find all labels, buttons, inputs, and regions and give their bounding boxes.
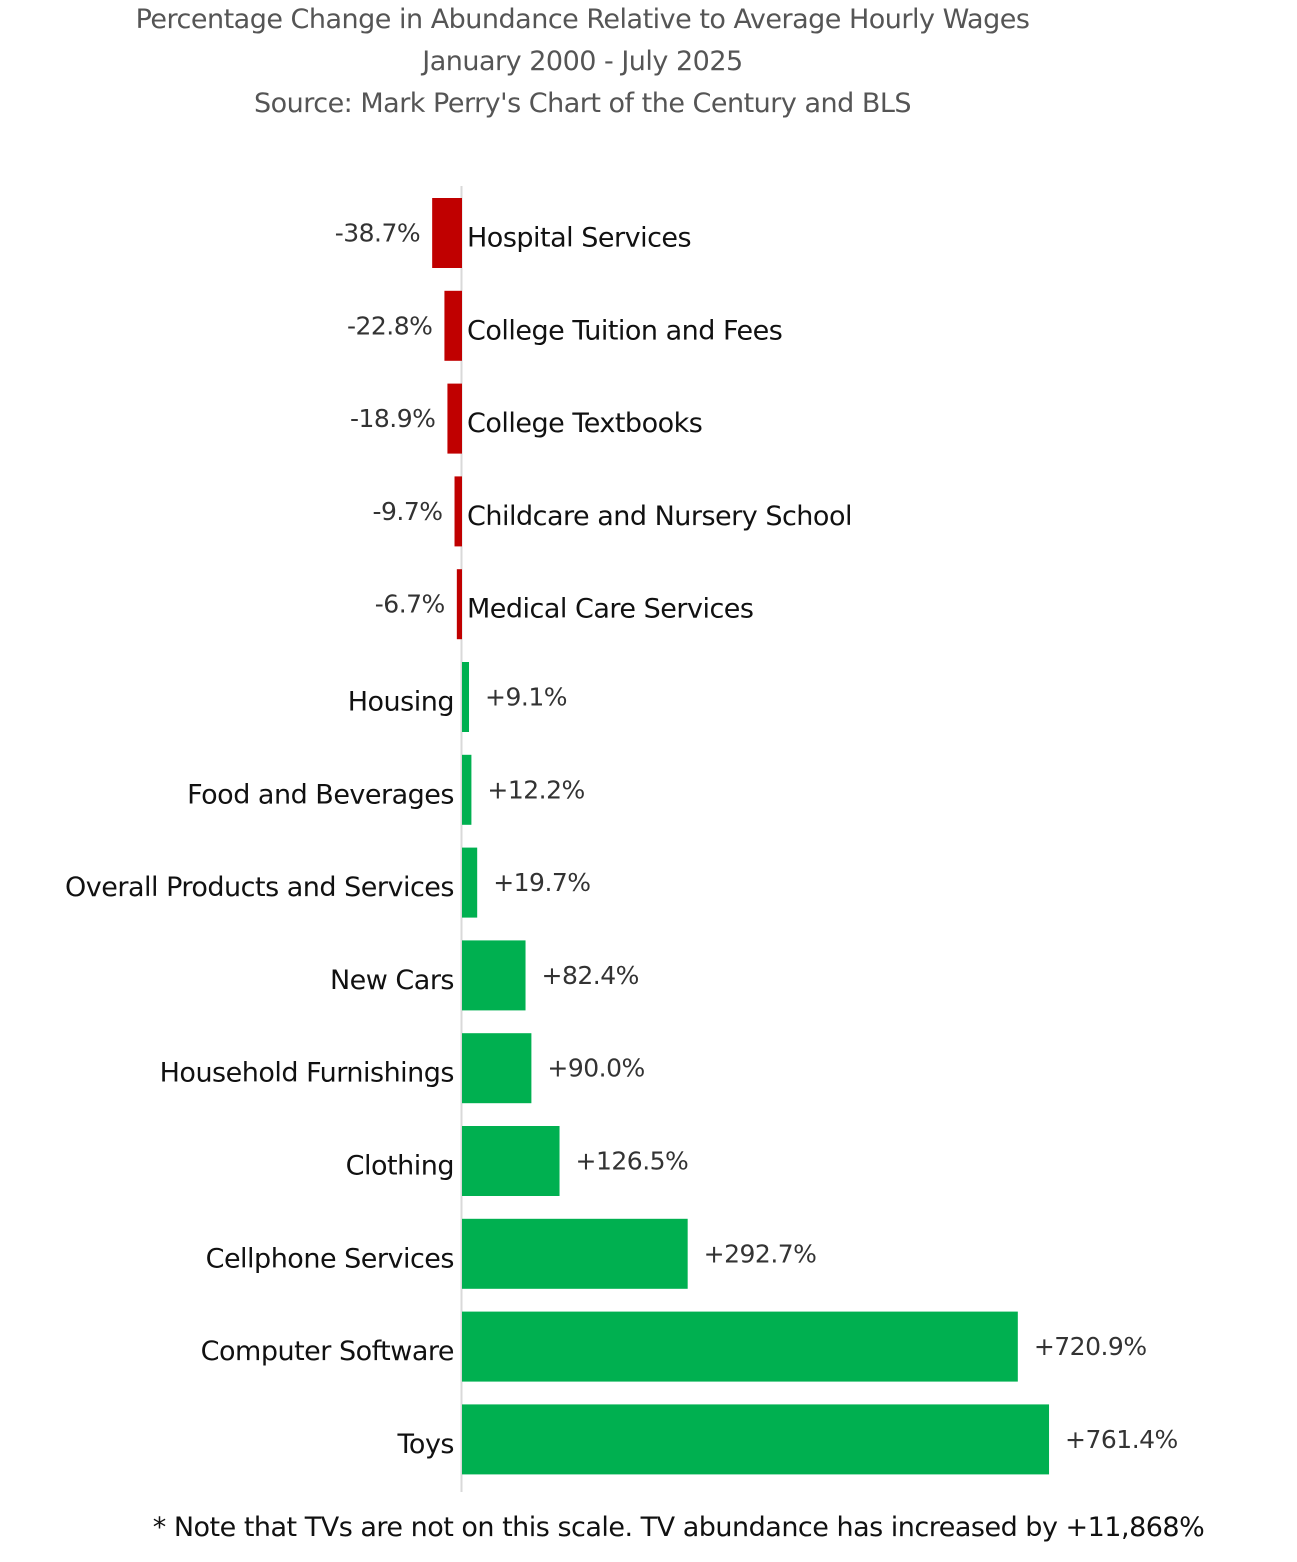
category-label-13: Toys	[397, 1429, 454, 1460]
chart-subtitle: January 2000 - July 2025	[422, 46, 743, 77]
value-label-4: -6.7%	[375, 590, 445, 619]
value-label-7: +19.7%	[493, 868, 590, 897]
category-label-11: Cellphone Services	[206, 1243, 454, 1274]
bar-5	[462, 662, 470, 732]
bar-1	[444, 290, 462, 361]
bar-7	[462, 847, 478, 918]
bar-8	[462, 940, 526, 1011]
category-label-2: College Textbooks	[467, 408, 702, 439]
value-label-8: +82.4%	[542, 961, 639, 990]
category-label-8: New Cars	[330, 965, 454, 996]
footnote: * Note that TVs are not on this scale. T…	[152, 1512, 1205, 1543]
category-label-10: Clothing	[346, 1151, 454, 1182]
value-label-2: -18.9%	[350, 404, 435, 433]
bar-11	[462, 1218, 688, 1289]
chart-title: Percentage Change in Abundance Relative …	[135, 4, 1030, 35]
category-label-5: Housing	[348, 687, 454, 718]
value-label-6: +12.2%	[487, 775, 584, 804]
category-label-12: Computer Software	[201, 1336, 454, 1367]
bar-2	[447, 383, 462, 454]
value-label-5: +9.1%	[485, 683, 567, 712]
value-label-10: +126.5%	[576, 1147, 689, 1176]
value-label-13: +761.4%	[1065, 1425, 1178, 1454]
value-label-3: -9.7%	[372, 497, 442, 526]
bar-9	[462, 1033, 532, 1104]
bar-13	[462, 1404, 1050, 1475]
bar-0	[432, 198, 462, 268]
bar-4	[456, 569, 462, 640]
category-label-1: College Tuition and Fees	[467, 315, 782, 346]
category-label-9: Household Furnishings	[160, 1058, 454, 1089]
bar-10	[462, 1126, 560, 1196]
category-label-7: Overall Products and Services	[65, 872, 454, 903]
value-label-9: +90.0%	[547, 1054, 644, 1083]
value-label-12: +720.9%	[1034, 1332, 1147, 1361]
value-label-0: -38.7%	[335, 219, 420, 248]
category-label-3: Childcare and Nursery School	[467, 501, 852, 532]
category-label-0: Hospital Services	[467, 223, 691, 254]
bar-12	[462, 1311, 1018, 1382]
bar-3	[454, 476, 462, 547]
chart-source: Source: Mark Perry's Chart of the Centur…	[253, 88, 912, 119]
value-label-1: -22.8%	[347, 311, 432, 340]
value-label-11: +292.7%	[704, 1239, 817, 1268]
category-label-4: Medical Care Services	[467, 594, 753, 625]
category-label-6: Food and Beverages	[187, 779, 454, 810]
bar-6	[462, 754, 472, 825]
